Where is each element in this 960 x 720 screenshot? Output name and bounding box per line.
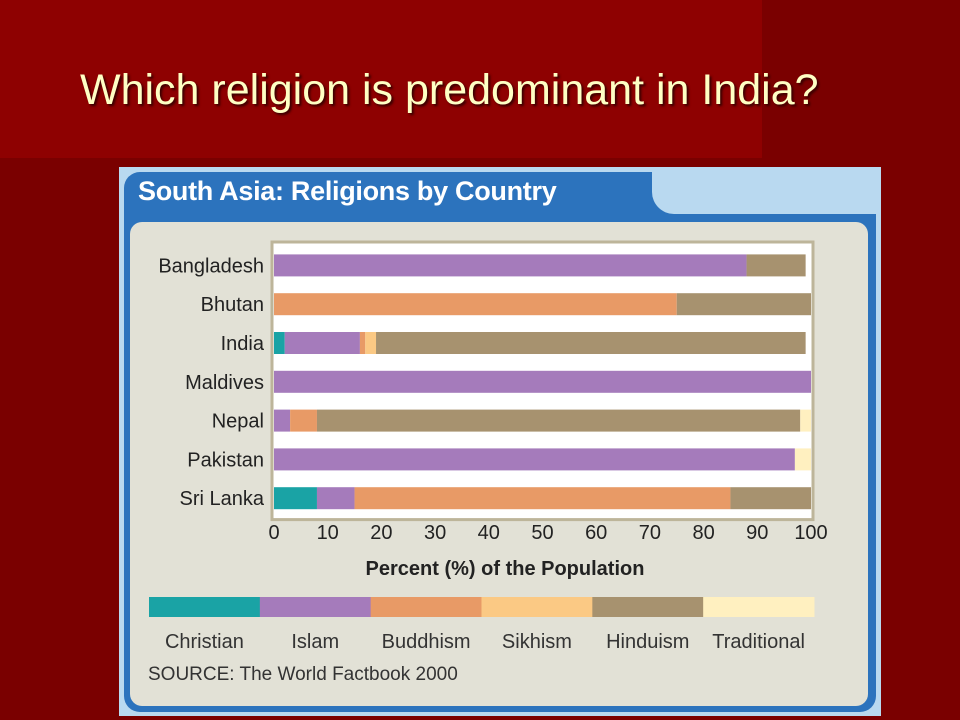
bar-india-sikhism xyxy=(365,332,377,354)
x-tick-label: 60 xyxy=(585,522,607,544)
category-label: Nepal xyxy=(212,411,264,433)
x-tick-label: 30 xyxy=(424,522,446,544)
bar-india-islam xyxy=(284,332,360,354)
legend-swatch-buddhism xyxy=(370,597,482,617)
category-label: Pakistan xyxy=(187,449,264,471)
x-tick-label: 100 xyxy=(794,522,827,544)
category-label: India xyxy=(221,333,265,355)
category-label: Bangladesh xyxy=(158,255,264,277)
x-tick-label: 0 xyxy=(268,522,279,544)
bar-india-buddhism xyxy=(359,332,366,354)
bar-sri-lanka-islam xyxy=(316,487,355,510)
x-tick-label: 90 xyxy=(746,522,768,544)
bar-pakistan-islam xyxy=(274,448,795,471)
legend-swatch-traditional xyxy=(703,597,815,617)
category-label: Sri Lanka xyxy=(180,488,265,510)
bar-bangladesh-islam xyxy=(274,254,747,277)
bar-bangladesh-hinduism xyxy=(746,254,806,277)
legend-swatch-christian xyxy=(149,597,261,617)
bar-nepal-islam xyxy=(274,409,291,432)
legend-swatch-sikhism xyxy=(481,597,593,617)
legend-label: Islam xyxy=(291,631,339,653)
slide-title: Which religion is predominant in India? xyxy=(80,66,819,114)
bar-india-christian xyxy=(274,332,285,354)
category-label: Bhutan xyxy=(201,294,264,316)
source-note: SOURCE: The World Factbook 2000 xyxy=(148,664,458,685)
legend-label: Buddhism xyxy=(382,631,471,653)
x-tick-label: 70 xyxy=(639,522,661,544)
category-label: Maldives xyxy=(185,372,264,394)
x-tick-label: 40 xyxy=(478,522,500,544)
bar-maldives-islam xyxy=(274,370,811,393)
bar-sri-lanka-hinduism xyxy=(730,487,811,510)
x-tick-label: 10 xyxy=(317,522,339,544)
bar-nepal-traditional xyxy=(800,409,811,432)
bar-pakistan-traditional xyxy=(794,448,811,471)
chart-title: South Asia: Religions by Country xyxy=(138,176,557,206)
legend-swatch-islam xyxy=(259,597,372,617)
x-tick-label: 80 xyxy=(692,522,714,544)
slide-background-block xyxy=(0,0,762,158)
legend-label: Sikhism xyxy=(502,631,572,653)
bar-sri-lanka-buddhism xyxy=(354,487,731,510)
bar-nepal-buddhism xyxy=(290,409,317,432)
x-axis-label: Percent (%) of the Population xyxy=(366,558,645,580)
bar-india-hinduism xyxy=(376,332,806,354)
bar-sri-lanka-christian xyxy=(274,487,317,510)
x-tick-label: 20 xyxy=(370,522,392,544)
x-tick-label: 50 xyxy=(531,522,553,544)
bar-bhutan-buddhism xyxy=(274,293,677,316)
legend-label: Traditional xyxy=(712,631,805,653)
legend-label: Hinduism xyxy=(606,631,689,653)
bar-bhutan-hinduism xyxy=(676,293,811,316)
bar-nepal-hinduism xyxy=(316,409,801,432)
legend-label: Christian xyxy=(165,631,244,653)
legend-swatch-hinduism xyxy=(592,597,704,617)
chart-header-notch xyxy=(652,167,881,214)
